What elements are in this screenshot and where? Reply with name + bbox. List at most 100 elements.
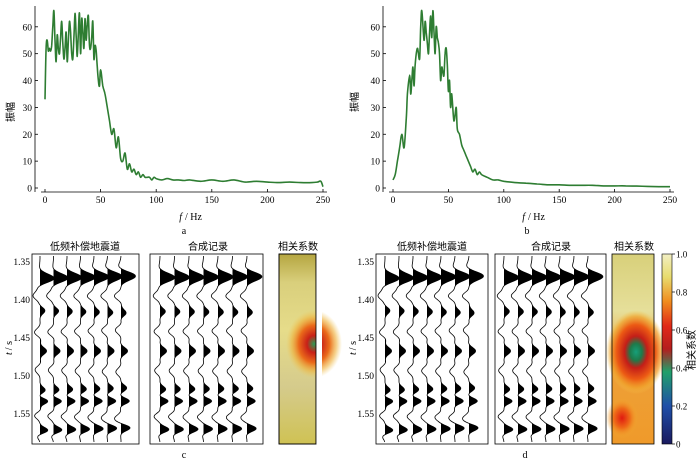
y-tick-label: 20 [23,131,33,141]
x-tick-label: 50 [96,196,106,206]
x-axis-variable: f [522,212,526,223]
axis-ticks [382,6,674,193]
y-tick-label: 10 [371,158,381,168]
x-axis-variable: f [179,212,183,223]
trace-title-right: 合成记录 [531,240,571,253]
time-tick-label: 1.35 [357,258,374,268]
trace-fill [399,256,414,442]
correlation-heatmap [606,253,666,445]
colorbar-tick-label: 0.2 [676,402,687,412]
time-unit: / s [4,341,15,350]
trace-wiggle [32,256,55,443]
trace-wiggle [181,256,205,442]
trace-wiggle [419,256,443,442]
x-tick-label: 200 [260,196,275,206]
trace-fill [218,256,233,442]
colorbar-ticks: 0 0.2 0.4 0.6 0.8 1.0 [672,250,688,450]
trace-wiggle [447,255,471,442]
trace-fill [546,256,561,442]
time-tick-label: 1.45 [357,334,374,344]
time-tick-label: 1.40 [13,296,30,306]
spectrum-chart-a: 0 10 20 30 40 50 60 0 50 100 150 200 250 振幅 f / Hz a [4,6,330,237]
y-tick-label: 10 [23,158,33,168]
time-tick-label: 1.45 [13,334,30,344]
x-tick-label: 100 [149,196,164,206]
time-axis-label: t / s [348,341,359,355]
time-variable: t [348,352,359,355]
tick-labels: 0 10 20 30 40 50 60 0 50 100 150 200 250 [23,23,331,206]
trace-wiggle [580,255,604,443]
trace-fill [160,256,175,442]
trace-fill [232,256,248,442]
trace-fill [94,256,109,442]
trace-fill [80,256,96,442]
trace-fill [53,256,68,442]
time-tick-label: 1.40 [357,296,374,306]
y-tick-label: 60 [23,23,33,33]
time-variable: t [4,352,15,355]
trace-fill [427,256,442,442]
heatmap-title: 相关系数 [614,240,654,253]
trace-fill [532,256,547,442]
trace-wiggle [196,256,219,443]
trace-fill [588,256,603,442]
x-tick-label: 100 [497,196,512,206]
time-tick-label: 1.55 [13,410,30,420]
time-axis-label: t / s [4,341,15,355]
panel-label-a: a [182,226,187,237]
x-tick-label: 0 [43,196,48,206]
trace-fill [385,256,400,442]
x-tick-label: 200 [607,196,622,206]
trace-fill [40,256,55,442]
trace-fill [455,256,470,442]
trace-fill [174,256,190,442]
trace-title-left: 低频补偿地震道 [50,240,120,253]
y-tick-label: 40 [23,77,33,87]
trace-fill [107,256,123,442]
y-tick-label: 60 [371,23,381,33]
y-tick-label: 0 [27,185,32,195]
trace-fill [504,256,519,442]
colorbar-tick-label: 0.8 [676,288,688,298]
y-axis-label: 振幅 [4,102,17,122]
compensated-traces [377,255,484,443]
y-tick-label: 0 [375,185,380,195]
trace-fill [413,256,428,442]
trace-wiggle [552,255,576,443]
compensated-traces [32,255,136,443]
trace-wiggle [538,256,562,443]
y-tick-label: 20 [371,131,381,141]
amplitude-spectrum-line [392,9,670,188]
trace-wiggle [377,256,400,443]
trace-wiggle [510,256,534,443]
trace-fill [574,256,589,442]
x-axis-unit: / Hz [185,212,203,223]
trace-wiggle [566,255,590,443]
tick-labels: 0 10 20 30 40 50 60 0 50 100 150 200 250 [371,23,678,206]
colorbar-tick-label: 1.0 [676,250,688,260]
trace-wiggle [152,256,176,443]
x-tick-label: 50 [444,196,454,206]
seismic-comparison-d: 1.35 1.40 1.45 1.50 1.55 t / s 低频补偿地震道 合成记录 相… [348,240,698,461]
amplitude-spectrum-line [44,9,324,188]
trace-wiggle [405,256,429,443]
y-axis-label: 振幅 [348,92,361,112]
trace-wiggle [210,255,234,443]
spectrum-chart-b: 0 10 20 30 40 50 60 0 50 100 150 200 250 振幅 f / Hz b [348,6,677,237]
x-tick-label: 250 [316,196,331,206]
trace-wiggle [73,256,96,442]
trace-wiggle [239,255,263,443]
trace-wiggle [461,256,484,442]
trace-fill [441,256,456,442]
time-tick-label: 1.50 [13,372,30,382]
trace-wiggle [167,256,190,443]
trace-fill [67,256,82,442]
panel-label-d: d [523,450,528,461]
x-axis-unit: / Hz [528,212,546,223]
y-tick-label: 30 [371,104,381,114]
axis-ticks [34,6,327,193]
seismic-comparison-c: 1.35 1.40 1.45 1.50 1.55 t / s 低频补偿地震道 合成记录 相… [4,240,342,461]
x-tick-label: 0 [391,196,396,206]
trace-wiggle [496,256,520,443]
colorbar-tick-label: 0 [676,440,681,450]
